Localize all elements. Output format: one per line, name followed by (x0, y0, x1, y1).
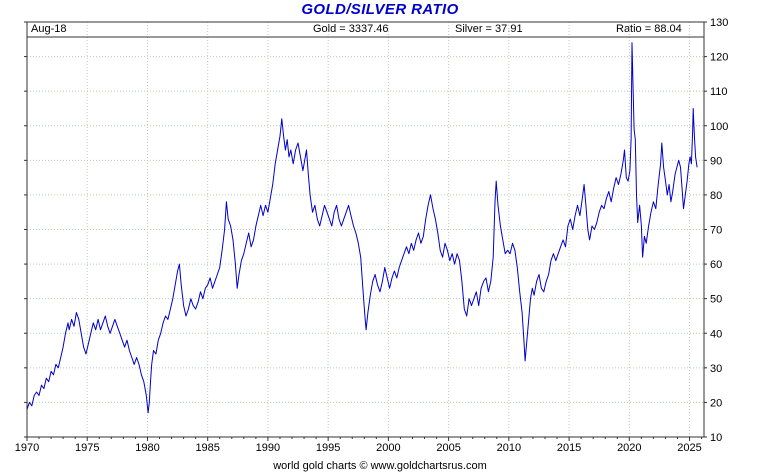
y-axis-labels: 10 20 30 40 50 60 70 80 90 100 110 120 130 (710, 17, 728, 444)
y-tick-label: 40 (710, 328, 722, 340)
gold-value-label: Gold = 3337.46 (313, 23, 389, 35)
y-tick-label: 20 (710, 397, 722, 409)
y-tick-label: 90 (710, 155, 722, 167)
y-tick-label: 130 (710, 17, 728, 29)
ratio-value-label: Ratio = 88.04 (616, 23, 682, 35)
y-tick-label: 110 (710, 86, 728, 98)
y-tick-label: 100 (710, 121, 728, 133)
y-tick-label: 80 (710, 190, 722, 202)
x-tick-label: 1985 (195, 442, 219, 454)
x-tick-label: 2010 (497, 442, 521, 454)
x-axis-labels: 1970 1975 1980 1985 1990 1995 2000 2005 2010 2015… (15, 442, 702, 454)
x-tick-label: 1975 (75, 442, 99, 454)
page-title: GOLD/SILVER RATIO (301, 1, 459, 18)
y-tick-label: 60 (710, 259, 722, 271)
footer-credit: world gold charts © www.goldchartsrus.co… (273, 460, 487, 472)
date-label: Aug-18 (31, 23, 67, 35)
x-tick-label: 2025 (677, 442, 701, 454)
y-tick-label: 10 (710, 432, 722, 444)
y-tick-label: 50 (710, 294, 722, 306)
x-tick-label: 1990 (256, 442, 280, 454)
x-tick-label: 1970 (15, 442, 39, 454)
silver-value-label: Silver = 37.91 (455, 23, 523, 35)
x-tick-label: 2020 (617, 442, 641, 454)
y-tick-label: 70 (710, 225, 722, 237)
x-tick-label: 1980 (135, 442, 159, 454)
grid (27, 22, 704, 437)
axis-ticks (24, 21, 707, 441)
x-tick-label: 2005 (436, 442, 460, 454)
x-tick-label: 2015 (557, 442, 581, 454)
ratio-line (26, 42, 698, 414)
y-tick-label: 120 (710, 52, 728, 64)
x-tick-label: 2000 (376, 442, 400, 454)
x-tick-label: 1995 (316, 442, 340, 454)
y-tick-label: 30 (710, 363, 722, 375)
plot-frame (26, 21, 705, 438)
